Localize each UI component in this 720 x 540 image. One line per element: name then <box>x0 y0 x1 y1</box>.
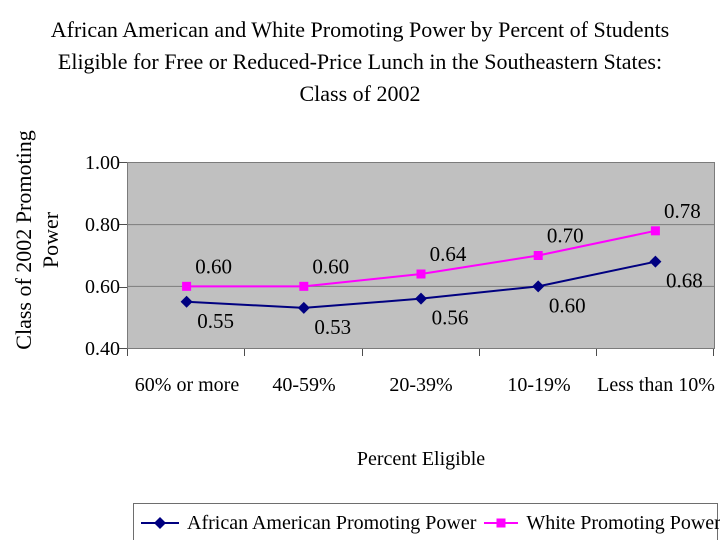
chart-series-svg: 0.55 0.53 0.56 0.60 0.68 0.60 0.60 0.64 0.70 0.78 <box>128 199 714 339</box>
y-tick-mark <box>119 287 128 288</box>
square-marker-icon <box>182 281 192 291</box>
chart-title-line-2: Eligible for Free or Reduced-Price Lunch… <box>57 49 663 74</box>
legend-label: African American Promoting Power <box>187 511 477 534</box>
square-marker-icon <box>299 281 309 291</box>
y-tick-label: 1.00 <box>85 152 120 174</box>
x-tick-mark <box>596 349 597 356</box>
x-category-label: 10-19% <box>507 374 571 396</box>
legend-item-white: White Promoting Power <box>484 511 720 535</box>
legend-item-african-american: African American Promoting Power <box>141 511 476 535</box>
x-category-label: 60% or more <box>134 374 240 396</box>
data-point-label: 0.70 <box>547 224 584 248</box>
x-tick-mark <box>713 349 714 356</box>
x-category-label: 20-39% <box>389 374 453 396</box>
x-tick-mark <box>244 349 245 356</box>
y-tick-mark <box>119 224 128 225</box>
data-point-label: 0.55 <box>197 309 234 333</box>
legend-diamond-marker-icon <box>141 517 179 529</box>
square-marker-icon <box>416 269 426 279</box>
x-axis-title: Percent Eligible <box>356 448 486 470</box>
legend-square-marker-icon <box>484 518 519 528</box>
diamond-marker-icon <box>180 295 193 308</box>
data-point-label: 0.60 <box>312 254 349 278</box>
data-point-label: 0.53 <box>314 315 351 339</box>
chart-title: African American and White Promoting Pow… <box>0 14 720 110</box>
x-tick-mark <box>127 349 128 356</box>
y-tick-mark <box>119 348 128 349</box>
diamond-marker-icon <box>649 255 662 268</box>
x-category-label: Less than 10% <box>597 374 715 396</box>
x-tick-mark <box>362 349 363 356</box>
chart-title-line-3: Class of 2002 <box>299 81 421 106</box>
data-point-label: 0.68 <box>666 269 703 293</box>
square-marker-icon <box>533 251 543 260</box>
data-point-label: 0.60 <box>549 293 586 317</box>
chart-title-line-1: African American and White Promoting Pow… <box>50 17 670 42</box>
data-point-label: 0.56 <box>432 306 469 330</box>
x-category-label: 40-59% <box>272 374 336 396</box>
square-marker-icon <box>650 226 660 236</box>
data-point-label: 0.64 <box>430 242 467 266</box>
diamond-marker-icon <box>297 301 310 314</box>
y-tick-label: 0.40 <box>85 338 120 360</box>
y-tick-mark <box>119 162 128 163</box>
plot-area: 0.55 0.53 0.56 0.60 0.68 0.60 0.60 0.64 0.70 0.78 <box>127 162 715 349</box>
diamond-marker-icon <box>154 517 166 529</box>
legend: African American Promoting Power White P… <box>133 503 720 540</box>
legend-label: White Promoting Power <box>526 511 720 534</box>
data-point-label: 0.78 <box>664 199 701 223</box>
square-marker-icon <box>496 518 506 528</box>
data-point-label: 0.60 <box>195 254 232 278</box>
diamond-marker-icon <box>532 280 545 293</box>
diamond-marker-icon <box>415 292 427 305</box>
x-tick-mark <box>479 349 480 356</box>
y-tick-label: 0.80 <box>85 214 120 236</box>
y-tick-label: 0.60 <box>85 276 120 298</box>
